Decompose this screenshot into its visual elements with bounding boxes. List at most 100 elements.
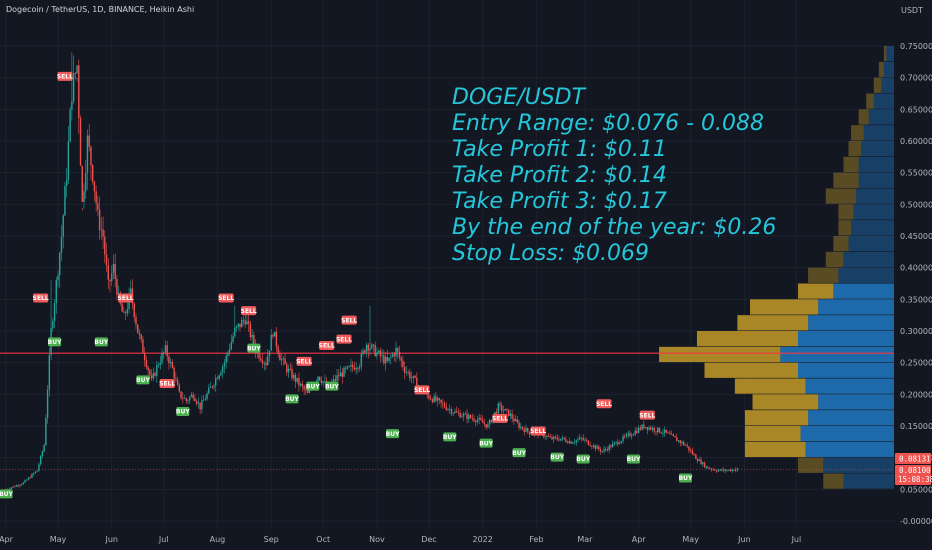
candle-body xyxy=(43,445,45,452)
buy-signal[interactable]: BUY xyxy=(285,394,300,404)
sell-signal[interactable]: SELL xyxy=(492,413,508,423)
candle-body xyxy=(511,413,513,419)
candle-body xyxy=(360,353,363,367)
sell-signal[interactable]: SELL xyxy=(319,341,335,350)
y-tick-label: 0.05000 xyxy=(900,485,932,494)
sell-signal[interactable]: SELL xyxy=(639,410,656,420)
candle-body xyxy=(71,101,73,110)
candle-body xyxy=(338,375,340,377)
candle-body xyxy=(431,399,434,403)
sell-signal[interactable]: SELL xyxy=(296,356,312,366)
candle-body xyxy=(251,335,253,338)
candle-body xyxy=(608,445,610,451)
sell-signal[interactable]: SELL xyxy=(341,315,357,325)
candle-body xyxy=(104,236,106,255)
candle-body xyxy=(591,446,593,447)
annotation-line: Take Profit 1: $0.11 xyxy=(452,137,667,162)
sell-signal[interactable]: SELL xyxy=(336,334,352,344)
candle-body xyxy=(525,428,527,432)
buy-signal[interactable]: BUY xyxy=(94,337,109,347)
candle-body xyxy=(124,312,127,314)
candle-body xyxy=(504,408,506,411)
candle-body xyxy=(683,441,685,445)
candle-body xyxy=(22,482,25,485)
buy-signal[interactable]: BUY xyxy=(627,454,641,464)
candle-body xyxy=(227,352,229,356)
buy-signal[interactable]: BUY xyxy=(576,454,591,464)
candle-body xyxy=(736,468,739,470)
svg-text:BUY: BUY xyxy=(576,456,590,463)
sell-signal[interactable]: SELL xyxy=(159,379,175,388)
candle-body xyxy=(85,172,87,192)
x-tick-label: Sep xyxy=(264,535,279,544)
sell-signal[interactable]: SELL xyxy=(414,385,430,395)
buy-signal[interactable]: BUY xyxy=(136,375,150,385)
buy-signal[interactable]: BUY xyxy=(0,489,14,499)
sell-signal[interactable]: SELL xyxy=(596,399,612,409)
symbol-title[interactable]: Dogecoin / TetherUS, 1D, BINANCE, Heikin… xyxy=(6,5,194,14)
buy-signal[interactable]: BUY xyxy=(512,448,527,458)
candle-body xyxy=(461,416,463,418)
buy-signal[interactable]: BUY xyxy=(325,381,339,391)
vp-sell-bar xyxy=(798,457,824,473)
sell-signal[interactable]: SELL xyxy=(57,71,73,81)
candle-body xyxy=(407,371,409,373)
candle-body xyxy=(39,455,42,465)
candle-body xyxy=(116,279,118,296)
candle-body xyxy=(665,429,668,433)
candle-body xyxy=(610,445,612,448)
vp-buy-bar xyxy=(818,299,894,315)
candle-body xyxy=(59,252,61,276)
candle-body xyxy=(60,236,63,253)
buy-signal[interactable]: BUY xyxy=(247,343,261,353)
vp-buy-bar xyxy=(843,251,894,268)
candle-body xyxy=(263,362,265,364)
candle-body xyxy=(651,427,654,430)
buy-signal[interactable]: BUY xyxy=(386,429,400,439)
candle-body xyxy=(631,435,633,437)
candle-body xyxy=(485,424,487,428)
candle-body xyxy=(367,344,369,351)
x-tick-label: Jun xyxy=(737,535,751,544)
candle-body xyxy=(502,410,505,412)
buy-signal[interactable]: BUY xyxy=(550,452,565,462)
candle-body xyxy=(636,430,638,433)
sell-signal[interactable]: SELL xyxy=(218,293,234,303)
candle-body xyxy=(289,368,291,370)
candle-body xyxy=(589,444,591,447)
candle-body xyxy=(334,379,337,381)
time-axis-panel[interactable] xyxy=(0,530,894,550)
buy-signal[interactable]: BUY xyxy=(306,381,320,391)
buy-signal[interactable]: BUY xyxy=(679,473,693,483)
sell-signal[interactable]: SELL xyxy=(241,306,257,316)
candle-body xyxy=(192,394,194,399)
candle-body xyxy=(712,469,714,471)
candle-body xyxy=(97,203,99,210)
buy-signal[interactable]: BUY xyxy=(176,407,190,416)
sell-signal[interactable]: SELL xyxy=(530,426,546,436)
candle-body xyxy=(230,341,233,350)
candle-body xyxy=(218,375,220,379)
candle-body xyxy=(452,412,454,414)
buy-signal[interactable]: BUY xyxy=(48,337,62,347)
candle-body xyxy=(287,368,290,373)
vp-sell-bar xyxy=(659,346,781,363)
candle-body xyxy=(294,374,297,382)
candle-body xyxy=(481,419,484,423)
candle-body xyxy=(724,469,727,471)
candle-body xyxy=(436,398,439,401)
sell-signal[interactable]: SELL xyxy=(118,293,134,303)
annotation-line: DOGE/USDT xyxy=(452,85,587,110)
candle-body xyxy=(585,439,588,441)
buy-signal[interactable]: BUY xyxy=(443,432,457,442)
sell-signal[interactable]: SELL xyxy=(33,293,49,303)
candle-body xyxy=(336,375,338,381)
svg-text:BUY: BUY xyxy=(550,454,564,461)
candle-body xyxy=(98,209,101,231)
buy-signal[interactable]: BUY xyxy=(479,438,494,448)
candle-body xyxy=(516,419,519,423)
